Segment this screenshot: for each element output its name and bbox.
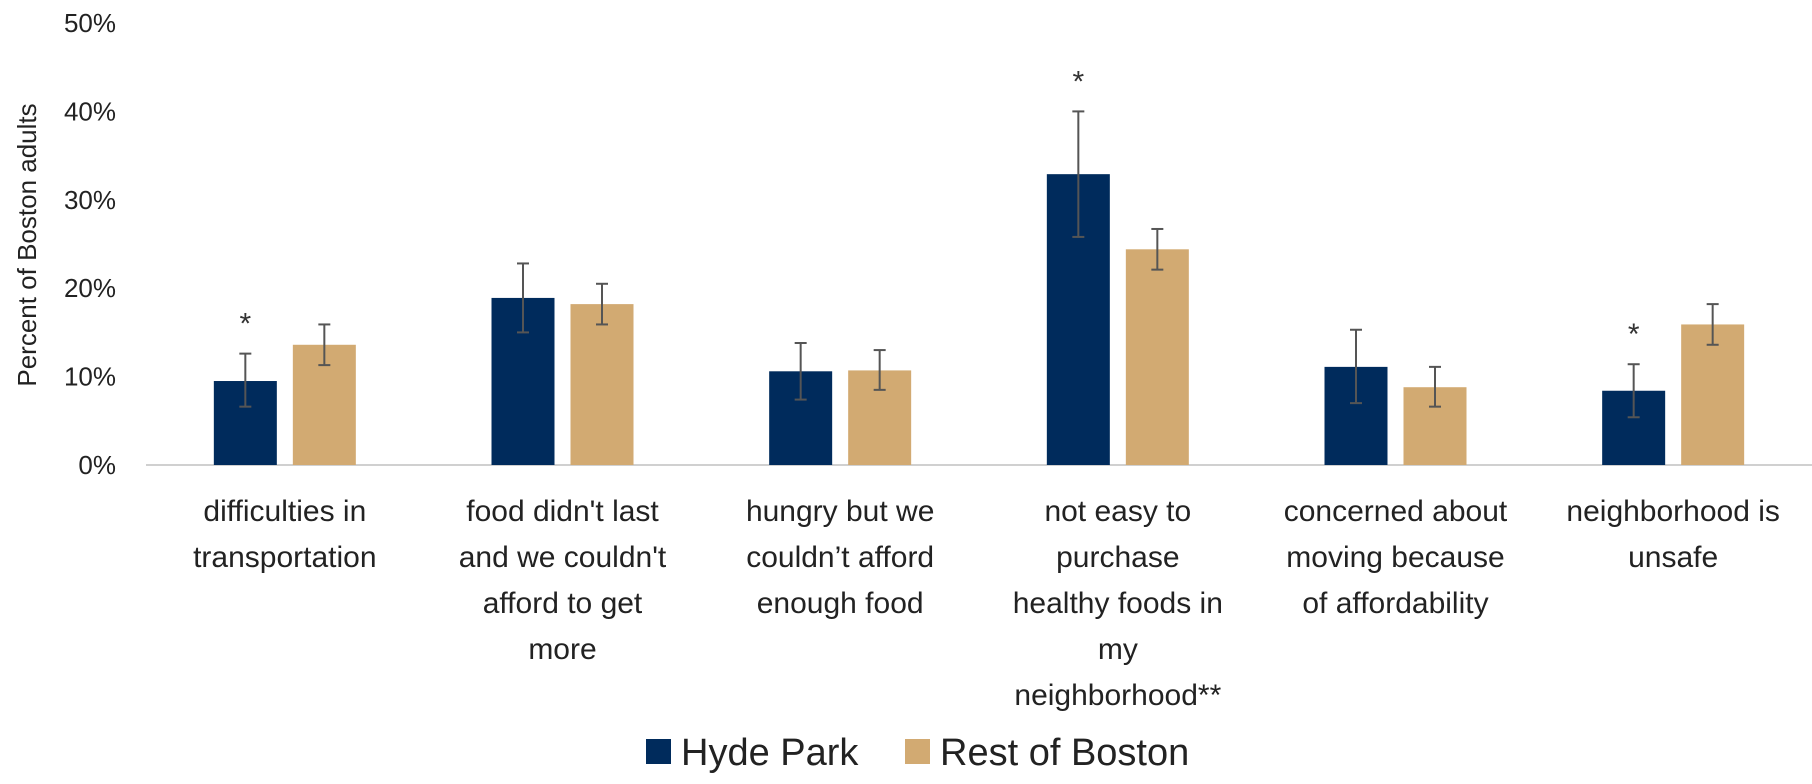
y-tick-label: 10% [64, 362, 116, 392]
bar-rest-of-boston [1681, 324, 1745, 465]
y-axis-ticks: 0% 10% 20% 30% 40% 50% [64, 8, 116, 480]
y-tick-label: 30% [64, 185, 116, 215]
y-tick-label: 50% [64, 8, 116, 38]
significance-marker: * [1072, 65, 1084, 98]
significance-marker: * [1628, 318, 1640, 351]
y-axis-label-group: Percent of Boston adults [12, 103, 42, 386]
category-label: purchase [1056, 541, 1179, 574]
y-tick-label: 0% [78, 450, 116, 480]
category-label: food didn't last [466, 495, 659, 528]
legend: Hyde Park Rest of Boston [646, 732, 1189, 774]
y-tick-label: 20% [64, 273, 116, 303]
y-axis-label: Percent of Boston adults [12, 103, 42, 386]
category-label: afford to get [483, 587, 643, 620]
category-label: hungry but we [746, 495, 934, 528]
error-bars-group [239, 110, 1719, 419]
category-label: enough food [757, 587, 924, 620]
category-label: couldn’t afford [746, 541, 934, 574]
legend-label: Rest of Boston [940, 732, 1189, 774]
category-labels-group: difficulties in transportation food didn't… [193, 495, 1780, 712]
legend-swatch-hyde-park [646, 739, 671, 764]
category-label: transportation [193, 541, 376, 574]
category-label: not easy to [1044, 495, 1191, 528]
bars-group [213, 174, 1745, 465]
category-label: my [1098, 633, 1138, 666]
category-label: neighborhood is [1566, 495, 1780, 528]
annotations-group: * * * [239, 65, 1639, 351]
category-label: unsafe [1628, 541, 1718, 574]
category-label: neighborhood** [1014, 679, 1221, 712]
legend-label: Hyde Park [681, 732, 859, 774]
category-label: healthy foods in [1013, 587, 1223, 620]
bar-rest-of-boston [1125, 249, 1189, 465]
significance-marker: * [239, 308, 251, 341]
category-label: concerned about [1284, 495, 1508, 528]
category-label: difficulties in [203, 495, 366, 528]
category-label: and we couldn't [459, 541, 667, 574]
y-tick-label: 40% [64, 96, 116, 126]
category-label: moving because [1286, 541, 1504, 574]
bar-rest-of-boston [570, 304, 634, 465]
category-label: of affordability [1302, 587, 1488, 620]
category-label: more [528, 633, 596, 666]
legend-swatch-rest-of-boston [905, 739, 930, 764]
